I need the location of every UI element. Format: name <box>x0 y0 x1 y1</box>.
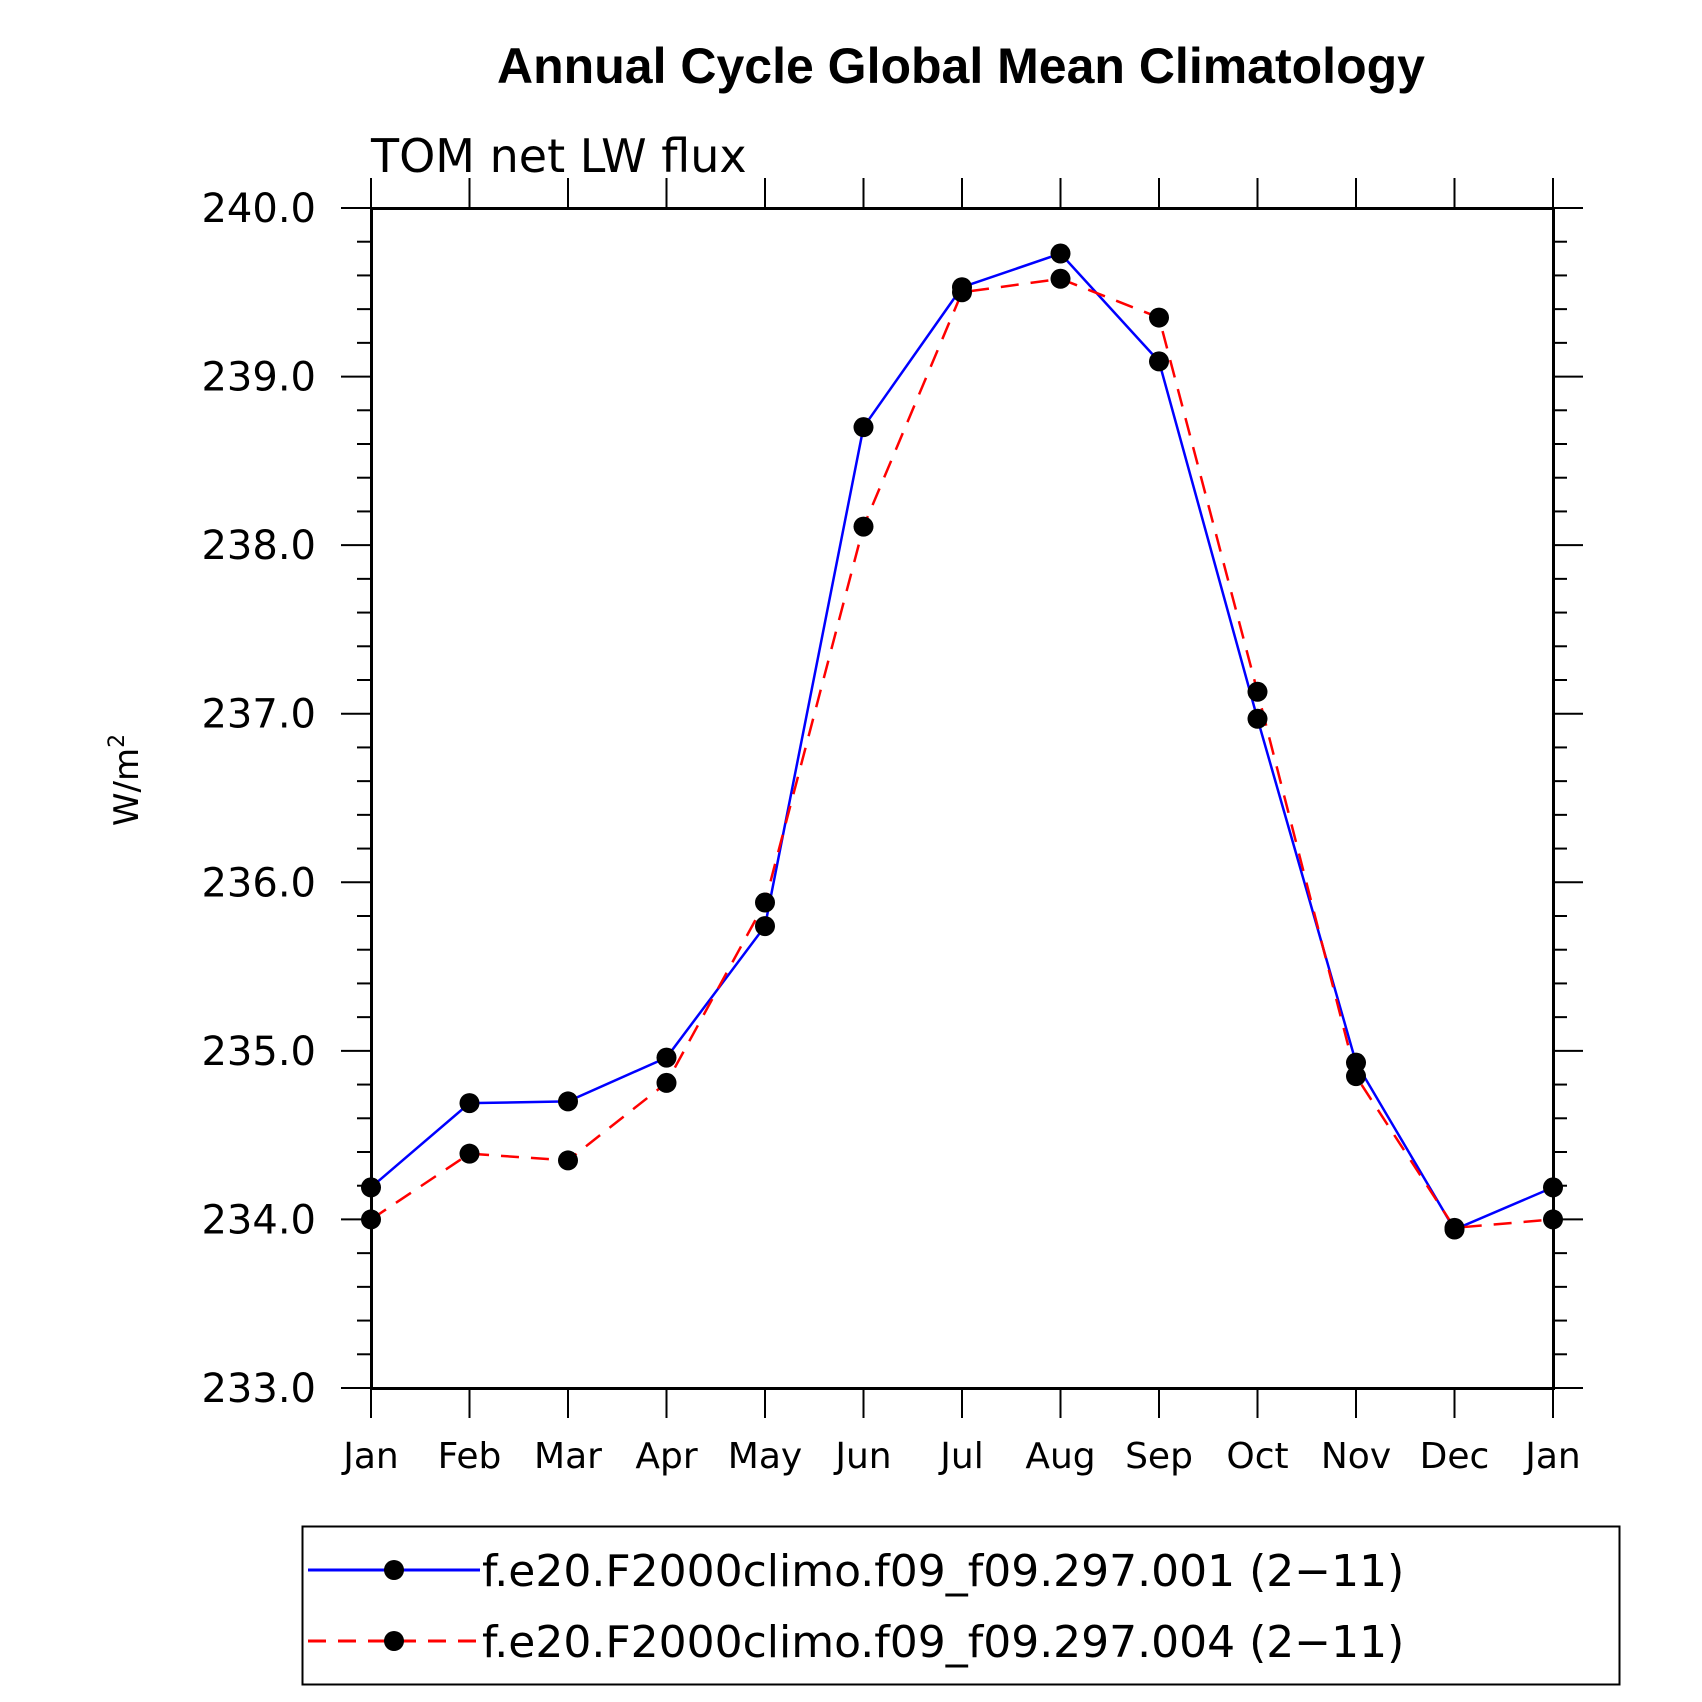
y-axis-label: W/m2 <box>105 734 147 826</box>
series-1-point <box>755 916 775 937</box>
legend-label-1: f.e20.F2000climo.f09_f09.297.001 (2−11) <box>482 1546 1404 1597</box>
y-axis-label-text: W/m <box>107 748 147 826</box>
series-line-2 <box>370 277 1554 1230</box>
x-tick-label: Jul <box>938 1436 983 1477</box>
series-2-point <box>1247 681 1268 702</box>
series-1-point <box>558 1091 578 1112</box>
x-tick-label: Jan <box>1523 1436 1581 1477</box>
legend-marker-1 <box>384 1560 404 1580</box>
y-tick-label: 240.0 <box>201 186 316 232</box>
y-axis-label-superscript: 2 <box>105 734 130 748</box>
x-tick-label: Mar <box>534 1436 602 1477</box>
x-tick-label: Apr <box>635 1436 697 1477</box>
series-line-1 <box>370 252 1554 1232</box>
series-2-point <box>952 282 972 303</box>
y-tick-label: 235.0 <box>201 1029 316 1075</box>
x-tick-label: Jan <box>341 1436 399 1477</box>
x-tick-label: Feb <box>438 1436 502 1477</box>
series-1-point <box>1149 351 1169 372</box>
series-1-point <box>1247 708 1268 729</box>
x-tick-labels: Jan Feb Mar Apr May Jun Jul Aug Sep Oct Nov Dec Jan <box>341 1436 1581 1477</box>
y-tick-label: 238.0 <box>201 523 316 569</box>
x-tick-label: May <box>728 1436 802 1477</box>
series-2-point <box>1050 268 1071 289</box>
x-tick-label: Nov <box>1321 1436 1391 1477</box>
plot-series <box>361 243 1563 1240</box>
x-tick-label: Oct <box>1226 1436 1288 1477</box>
legend-marker-2 <box>384 1631 404 1651</box>
series-2-point <box>1346 1066 1366 1087</box>
series-2-point <box>853 516 874 537</box>
series-2-point <box>1444 1217 1465 1238</box>
series-1-point <box>459 1093 480 1114</box>
series-1-point <box>656 1047 677 1068</box>
series-2-point <box>558 1150 578 1171</box>
y-tick-label: 234.0 <box>201 1197 316 1243</box>
y-tick-label: 233.0 <box>201 1366 316 1412</box>
axis-ticks <box>341 178 1583 1418</box>
series-2-point <box>755 892 775 913</box>
x-tick-label: Dec <box>1420 1436 1490 1477</box>
y-tick-label: 239.0 <box>201 355 316 401</box>
y-tick-label: 237.0 <box>201 692 316 738</box>
x-tick-label: Sep <box>1125 1436 1193 1477</box>
x-tick-label: Jun <box>833 1436 891 1477</box>
legend: f.e20.F2000climo.f09_f09.297.001 (2−11) … <box>301 1525 1621 1686</box>
series-2-point <box>656 1072 677 1093</box>
series-1-point <box>1050 243 1071 264</box>
series-1-point <box>853 417 874 438</box>
x-tick-label: Aug <box>1025 1436 1095 1477</box>
legend-label-2: f.e20.F2000climo.f09_f09.297.004 (2−11) <box>482 1617 1404 1668</box>
y-tick-label: 236.0 <box>201 860 316 906</box>
series-2-point <box>1149 307 1169 328</box>
chart-subtitle: TOM net LW flux <box>370 129 747 183</box>
legend-box <box>301 1525 1621 1686</box>
y-tick-labels: 233.0 234.0 235.0 236.0 237.0 238.0 239.0 240.0 <box>201 186 316 1412</box>
plot-frame <box>370 207 1555 1390</box>
series-2-point <box>459 1143 480 1164</box>
chart-title: Annual Cycle Global Mean Climatology <box>497 38 1425 94</box>
